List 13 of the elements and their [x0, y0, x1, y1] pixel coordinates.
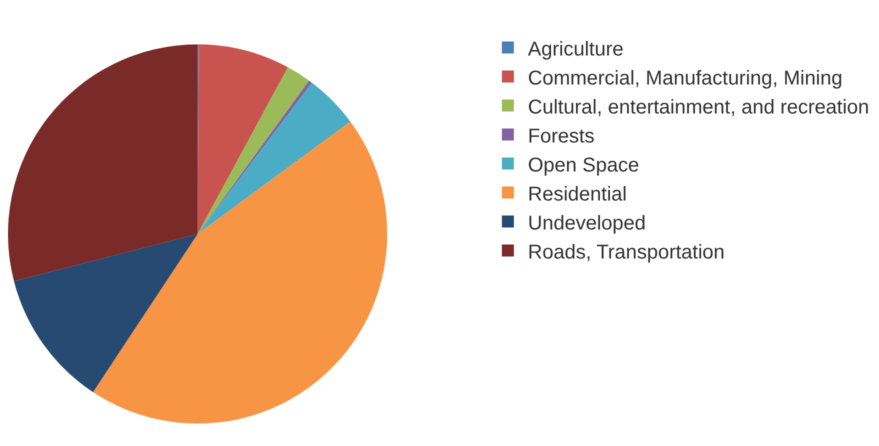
legend-label: Open Space — [528, 154, 640, 176]
legend-label: Commercial, Manufacturing, Mining — [528, 67, 842, 90]
legend-label: Roads, Transportation — [528, 241, 725, 264]
legend-label: Undeveloped — [528, 212, 646, 234]
pie-slice — [8, 44, 198, 282]
pie-slice — [198, 82, 350, 234]
pie-slice — [14, 234, 198, 392]
legend-label: Agriculture — [528, 38, 624, 60]
pie-slice — [198, 44, 288, 234]
pie-slice — [93, 122, 388, 424]
legend-label: Residential — [528, 183, 627, 206]
legend-label: Forests — [528, 125, 595, 148]
legend-label: Cultural, entertainment, and recreation — [528, 96, 870, 118]
